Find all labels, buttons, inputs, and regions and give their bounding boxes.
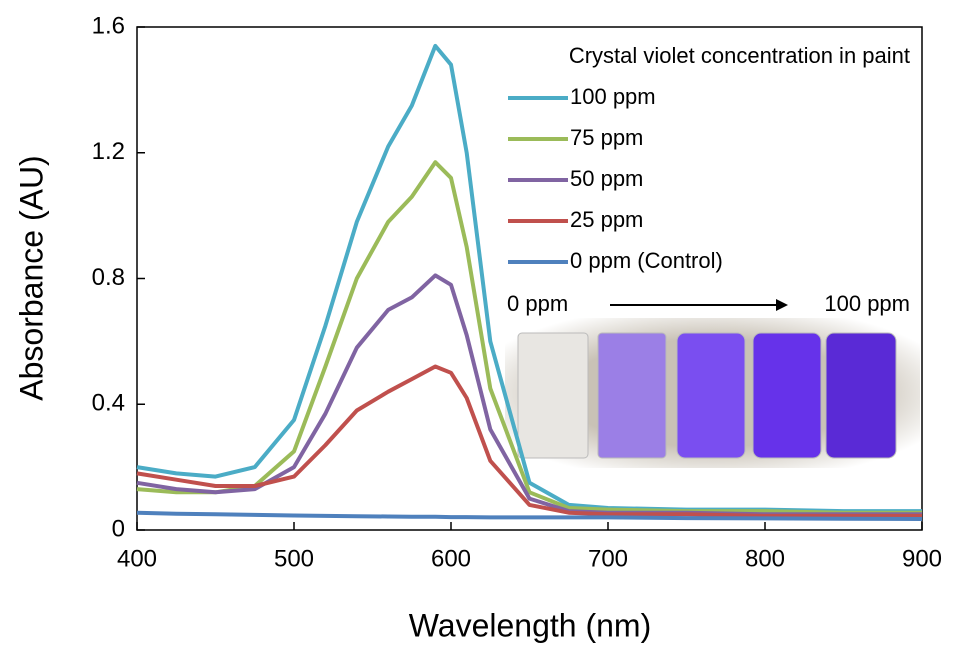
slide (825, 332, 897, 459)
annotation: 100 ppm (824, 291, 910, 316)
y-tick-label: 0 (112, 515, 125, 542)
series-line (136, 510, 923, 521)
y-tick-label: 1.2 (92, 138, 125, 165)
x-tick-label: 500 (274, 545, 314, 572)
y-tick-label: 1.6 (92, 12, 125, 39)
legend-label: 25 ppm (570, 207, 643, 232)
legend-label: 100 ppm (570, 84, 656, 109)
x-tick-label: 600 (431, 545, 471, 572)
x-tick-label: 400 (117, 545, 157, 572)
slide (517, 332, 589, 459)
x-tick-label: 700 (588, 545, 628, 572)
y-tick-label: 0.4 (92, 390, 125, 417)
series-line (136, 364, 922, 518)
y-axis-label: Absorbance (AU) (13, 155, 49, 400)
x-tick-label: 900 (902, 545, 942, 572)
slide (676, 332, 746, 459)
legend-label: 75 ppm (570, 125, 643, 150)
annotation: 0 ppm (507, 291, 568, 316)
legend-title: Crystal violet concentration in paint (569, 43, 910, 68)
legend-label: 50 ppm (570, 166, 643, 191)
y-tick-label: 0.8 (92, 264, 125, 291)
slide (597, 332, 667, 459)
arrow-head (776, 299, 788, 311)
x-tick-label: 800 (745, 545, 785, 572)
legend-label: 0 ppm (Control) (570, 248, 723, 273)
x-axis-label: Wavelength (nm) (409, 607, 651, 643)
inset-photo (505, 318, 920, 468)
slide (752, 332, 822, 459)
